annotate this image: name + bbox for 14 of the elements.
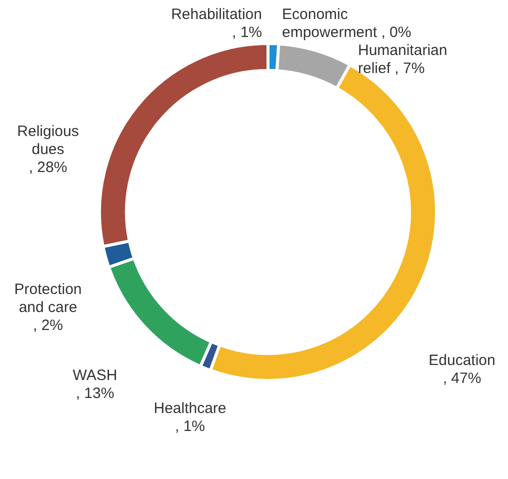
slice-label: Protection and care: [14, 281, 82, 316]
data-label: , 1%: [232, 24, 262, 42]
data-label: , 28%: [28, 159, 68, 176]
slice-label: WASH: [72, 367, 118, 384]
slice-label: Religious dues: [17, 123, 79, 158]
data-label: , 13%: [76, 385, 114, 402]
slice-label: Humanitarian relief , 7%: [358, 42, 448, 78]
slice-label: Rehabilitation: [171, 6, 262, 24]
category-label: Economic empowerment , 0%: [282, 6, 412, 42]
data-label: , 1%: [174, 418, 206, 436]
slice-label: Healthcare: [154, 400, 226, 418]
data-label: , 2%: [32, 317, 64, 334]
data-label: , 47%: [442, 370, 482, 388]
slice-label: Education: [428, 352, 496, 370]
